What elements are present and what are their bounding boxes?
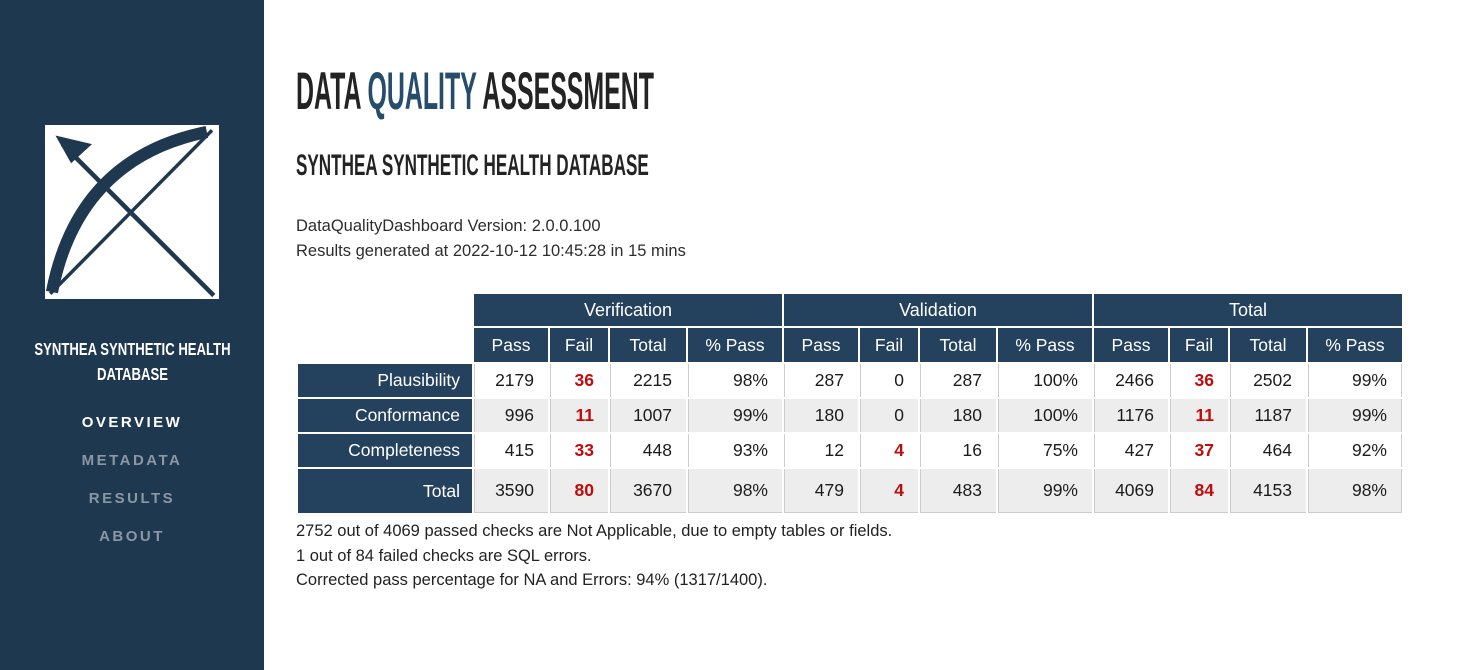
footnotes: 2752 out of 4069 passed checks are Not A… — [296, 519, 1457, 593]
sidebar-item-overview[interactable]: OVERVIEW — [81, 413, 183, 431]
total-fail-cell: 37 — [1170, 434, 1228, 467]
col-header-pct-pass: % Pass — [1308, 328, 1402, 362]
validation-total-cell: 180 — [920, 399, 996, 432]
row-label: Completeness — [298, 434, 472, 467]
col-header-pct-pass: % Pass — [998, 328, 1092, 362]
verification-pct-cell: 99% — [688, 399, 782, 432]
verification-total-cell: 448 — [610, 434, 686, 467]
verification-pct-cell: 93% — [688, 434, 782, 467]
validation-pct-cell: 99% — [998, 469, 1092, 513]
table-row-total: Total 3590 80 3670 98% 479 4 483 99% 406… — [298, 469, 1402, 513]
database-subtitle: SYNTHEA SYNTHETIC HEALTH DATABASE — [296, 149, 649, 182]
verification-pass-cell: 996 — [474, 399, 548, 432]
total-pct-cell: 92% — [1308, 434, 1402, 467]
total-total-cell: 1187 — [1230, 399, 1306, 432]
verification-pass-cell: 3590 — [474, 469, 548, 513]
total-pass-cell: 2466 — [1094, 364, 1168, 397]
note-sql-errors: 1 out of 84 failed checks are SQL errors… — [296, 546, 592, 565]
main-content: DATA QUALITY ASSESSMENT SYNTHEA SYNTHETI… — [264, 0, 1477, 670]
summary-table: Verification Validation Total Pass Fail … — [296, 292, 1404, 515]
verification-pct-cell: 98% — [688, 469, 782, 513]
validation-total-cell: 483 — [920, 469, 996, 513]
total-total-cell: 464 — [1230, 434, 1306, 467]
bow-arrow-logo-icon — [45, 125, 219, 299]
verification-pass-cell: 2179 — [474, 364, 548, 397]
col-header-total: Total — [1230, 328, 1306, 362]
sidebar: SYNTHEA SYNTHETIC HEALTH DATABASE OVERVI… — [0, 0, 264, 670]
row-label: Plausibility — [298, 364, 472, 397]
validation-total-cell: 16 — [920, 434, 996, 467]
page-title: DATA QUALITY ASSESSMENT — [296, 65, 1457, 118]
validation-pct-cell: 100% — [998, 399, 1092, 432]
total-total-cell: 4153 — [1230, 469, 1306, 513]
page-title-text: DATA — [296, 62, 368, 121]
col-header-fail: Fail — [1170, 328, 1228, 362]
total-fail-cell: 36 — [1170, 364, 1228, 397]
validation-fail-cell: 4 — [860, 434, 918, 467]
group-header-verification: Verification — [474, 294, 782, 326]
validation-fail-cell: 0 — [860, 399, 918, 432]
total-pct-cell: 99% — [1308, 399, 1402, 432]
total-fail-cell: 84 — [1170, 469, 1228, 513]
validation-fail-cell: 0 — [860, 364, 918, 397]
group-header-total: Total — [1094, 294, 1402, 326]
total-pass-cell: 4069 — [1094, 469, 1168, 513]
total-fail-cell: 11 — [1170, 399, 1228, 432]
sidebar-item-about[interactable]: ABOUT — [99, 527, 165, 545]
col-header-total: Total — [610, 328, 686, 362]
verification-pass-cell: 415 — [474, 434, 548, 467]
total-pass-cell: 427 — [1094, 434, 1168, 467]
table-row-completeness: Completeness 415 33 448 93% 12 4 16 75% … — [298, 434, 1402, 467]
page-title-text: ASSESSMENT — [476, 62, 654, 121]
validation-pass-cell: 180 — [784, 399, 858, 432]
col-header-pass: Pass — [784, 328, 858, 362]
col-header-fail: Fail — [860, 328, 918, 362]
col-header-pass: Pass — [1094, 328, 1168, 362]
validation-pct-cell: 75% — [998, 434, 1092, 467]
corner-cell — [298, 294, 472, 362]
col-header-pct-pass: % Pass — [688, 328, 782, 362]
sidebar-database-title: SYNTHEA SYNTHETIC HEALTH DATABASE — [33, 339, 231, 385]
generated-line: Results generated at 2022-10-12 10:45:28… — [296, 242, 686, 260]
table-row-conformance: Conformance 996 11 1007 99% 180 0 180 10… — [298, 399, 1402, 432]
note-not-applicable: 2752 out of 4069 passed checks are Not A… — [296, 522, 893, 540]
sidebar-item-results[interactable]: RESULTS — [88, 489, 176, 507]
version-line: DataQualityDashboard Version: 2.0.0.100 — [296, 217, 601, 235]
validation-pass-cell: 287 — [784, 364, 858, 397]
table-row-plausibility: Plausibility 2179 36 2215 98% 287 0 287 … — [298, 364, 1402, 397]
report-meta: DataQualityDashboard Version: 2.0.0.100 … — [296, 214, 1457, 264]
col-header-total: Total — [920, 328, 996, 362]
note-corrected-pct: Corrected pass percentage for NA and Err… — [296, 571, 768, 589]
row-label: Conformance — [298, 399, 472, 432]
verification-fail-cell: 33 — [550, 434, 608, 467]
total-pass-cell: 1176 — [1094, 399, 1168, 432]
verification-total-cell: 2215 — [610, 364, 686, 397]
col-header-pass: Pass — [474, 328, 548, 362]
verification-fail-cell: 11 — [550, 399, 608, 432]
validation-pct-cell: 100% — [998, 364, 1092, 397]
sidebar-item-metadata[interactable]: METADATA — [81, 451, 183, 469]
col-header-fail: Fail — [550, 328, 608, 362]
verification-pct-cell: 98% — [688, 364, 782, 397]
verification-fail-cell: 80 — [550, 469, 608, 513]
verification-total-cell: 1007 — [610, 399, 686, 432]
app-logo — [45, 125, 219, 299]
verification-total-cell: 3670 — [610, 469, 686, 513]
total-pct-cell: 99% — [1308, 364, 1402, 397]
validation-fail-cell: 4 — [860, 469, 918, 513]
validation-pass-cell: 12 — [784, 434, 858, 467]
row-label: Total — [298, 469, 472, 513]
total-total-cell: 2502 — [1230, 364, 1306, 397]
sidebar-nav: OVERVIEW METADATA RESULTS ABOUT — [0, 414, 264, 545]
validation-total-cell: 287 — [920, 364, 996, 397]
validation-pass-cell: 479 — [784, 469, 858, 513]
page-title-accent: QUALITY — [367, 62, 477, 121]
group-header-validation: Validation — [784, 294, 1092, 326]
verification-fail-cell: 36 — [550, 364, 608, 397]
grand-total-pct-cell: 98% — [1308, 469, 1402, 513]
